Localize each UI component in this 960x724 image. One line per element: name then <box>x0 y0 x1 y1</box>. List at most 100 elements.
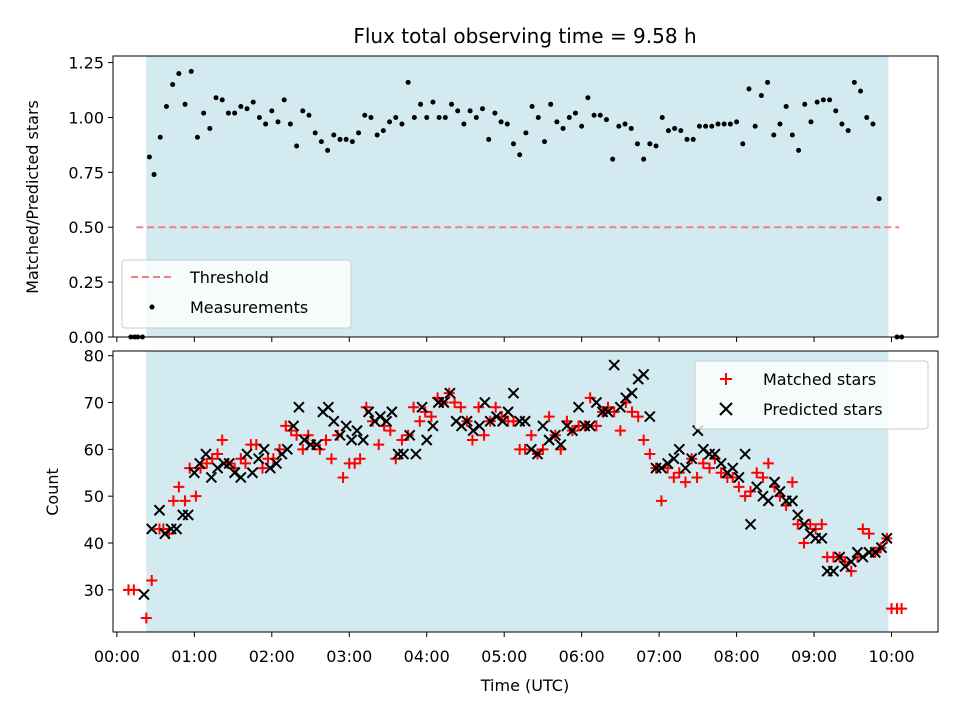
measurements-point <box>752 123 758 129</box>
measurements-point <box>418 101 424 107</box>
predicted-stars-point <box>566 424 579 437</box>
legend-matched-label: Matched stars <box>763 370 876 389</box>
matched-stars-point <box>703 462 715 474</box>
predicted-stars-point <box>768 476 781 488</box>
x-tick-label: 08:00 <box>714 647 760 666</box>
predicted-stars-point <box>467 424 479 437</box>
measurements-point <box>436 114 442 120</box>
measurements-point <box>715 121 721 127</box>
predicted-stars-point <box>839 560 851 573</box>
matched-stars-point <box>425 411 437 423</box>
measurements-point <box>430 99 436 105</box>
predicted-stars-point <box>357 434 369 446</box>
measurements-point <box>585 95 591 101</box>
measurements-point <box>424 114 430 120</box>
predicted-stars-point <box>194 457 206 470</box>
predicted-stars-point <box>715 457 727 470</box>
measurements-point <box>387 119 393 125</box>
predicted-stars-point <box>403 429 416 442</box>
measurements-point <box>665 128 671 134</box>
predicted-stars-point <box>644 410 656 423</box>
top-y-axis-label: Matched/Predicted stars <box>23 100 42 294</box>
matched-stars-point <box>745 486 757 497</box>
matched-stars-point <box>280 420 292 432</box>
predicted-stars-point <box>739 448 751 460</box>
measurements-point <box>517 152 523 158</box>
matched-stars-point <box>644 448 656 460</box>
matched-stars-point <box>140 612 152 624</box>
predicted-stars-point <box>345 434 358 446</box>
predicted-stars-point <box>827 565 840 577</box>
predicted-stars-point <box>668 453 680 465</box>
measurements-point <box>541 139 547 145</box>
measurements-point <box>523 130 529 136</box>
predicted-stars-point <box>287 420 300 432</box>
matched-stars-point <box>449 397 461 409</box>
matched-stars-point <box>373 439 385 451</box>
predicted-stars-point <box>258 443 270 456</box>
top-y-ticks: 0.00 0.25 0.50 0.75 1.00 1.25 <box>68 54 113 347</box>
measurements-point <box>250 99 256 105</box>
predicted-stars-point <box>170 523 183 535</box>
matched-stars-point <box>466 434 478 446</box>
measurements-point <box>492 110 498 116</box>
matched-stars-point <box>632 411 644 423</box>
top-y-tick-label: 0.50 <box>68 218 104 237</box>
measurements-point <box>529 103 535 109</box>
measurements-point <box>535 114 541 120</box>
measurements-point <box>343 136 349 142</box>
measurements-point <box>709 123 715 129</box>
matched-stars-point <box>845 565 857 577</box>
measurements-point <box>380 128 386 134</box>
measurements-point <box>170 82 176 88</box>
measurements-point <box>188 68 194 74</box>
bottom-y-tick-label: 60 <box>84 440 104 459</box>
predicted-stars-point <box>386 406 398 418</box>
measurements-point <box>560 125 566 131</box>
measurements-point <box>839 121 845 127</box>
matched-stars-point <box>239 457 251 469</box>
predicted-stars-point <box>697 443 709 456</box>
predicted-stars-point <box>519 415 531 427</box>
predicted-stars-point <box>421 434 433 446</box>
top-y-tick-label: 1.00 <box>68 108 104 127</box>
predicted-stars-point <box>555 438 567 451</box>
measurements-point <box>628 125 634 131</box>
legend-threshold-label: Threshold <box>189 268 269 287</box>
predicted-stars-point <box>869 546 881 559</box>
predicted-stars-point <box>182 509 194 521</box>
matched-stars-point <box>128 584 140 596</box>
bottom-y-ticks: 30 40 50 60 70 80 <box>84 347 113 600</box>
predicted-stars-point <box>626 387 638 399</box>
matched-stars-point <box>543 411 555 423</box>
predicted-stars-point <box>241 448 253 460</box>
matched-stars-point <box>896 603 908 615</box>
predicted-stars-point <box>614 401 627 413</box>
predicted-stars-point <box>602 406 614 418</box>
matched-stars-point <box>349 457 361 469</box>
measurements-point <box>405 79 411 85</box>
measurements-point <box>480 106 486 112</box>
measurements-point <box>269 108 275 114</box>
predicted-stars-point <box>246 467 259 479</box>
predicted-stars-point <box>235 471 247 484</box>
matched-stars-point <box>408 401 420 413</box>
predicted-stars-point <box>637 368 650 381</box>
predicted-stars-point <box>857 551 869 563</box>
measurements-point <box>194 134 200 140</box>
legend-measurements-swatch <box>149 304 155 310</box>
measurements-point <box>213 95 219 101</box>
bottom-x-ticks: 00:00 01:00 02:00 03:00 04:00 05:00 06:00 07:00… <box>94 632 915 666</box>
top-data-marks <box>128 68 905 340</box>
measurements-point <box>616 123 622 129</box>
measurements-point <box>740 141 746 147</box>
predicted-stars-point <box>340 420 352 432</box>
matched-stars-point <box>804 518 816 530</box>
x-tick-label: 10:00 <box>868 647 914 666</box>
measurements-point <box>678 128 684 134</box>
measurements-point <box>765 79 771 85</box>
measurements-point <box>201 110 207 116</box>
matched-stars-point <box>786 476 798 488</box>
measurements-point <box>783 103 789 109</box>
x-axis-label: Time (UTC) <box>480 676 569 695</box>
